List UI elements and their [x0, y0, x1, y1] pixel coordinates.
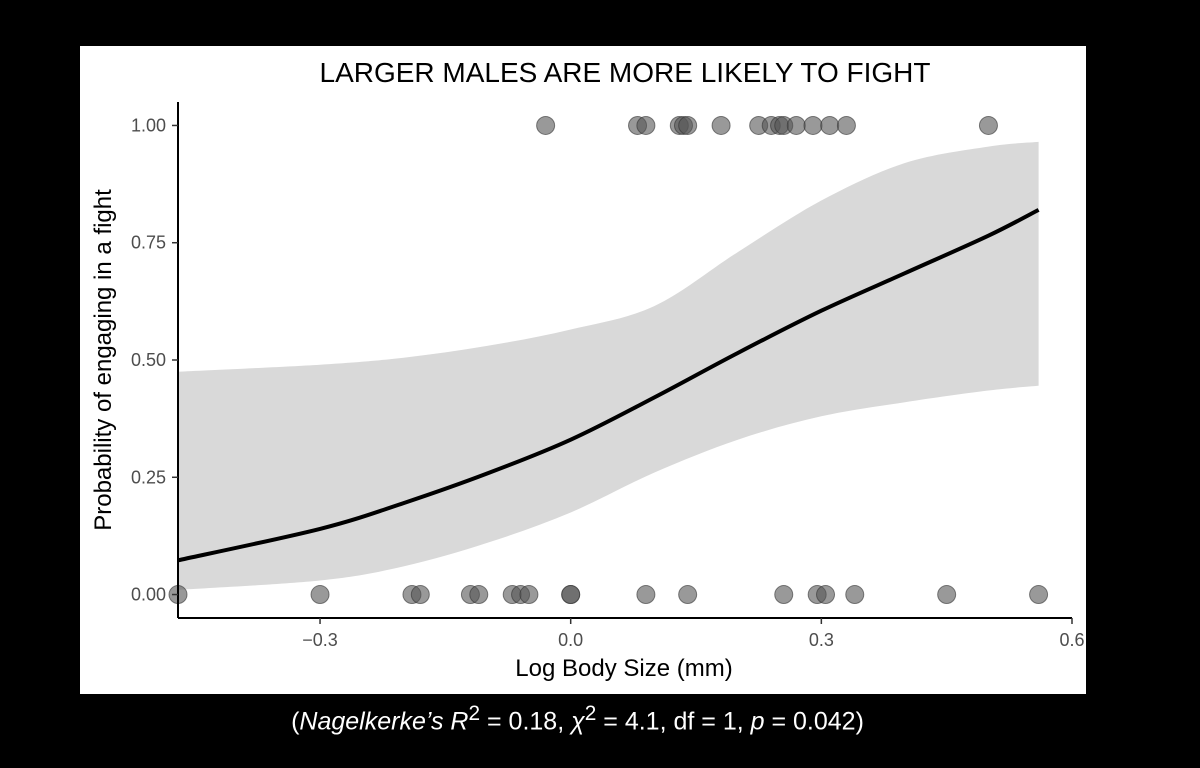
x-tick-label: 0.3: [809, 630, 834, 650]
point-fight: [820, 115, 840, 135]
point-fight: [786, 115, 806, 135]
point-no-fight: [774, 585, 794, 605]
point-no-fight: [519, 585, 539, 605]
y-tick-label: 0.00: [131, 585, 166, 605]
point-no-fight: [469, 585, 489, 605]
point-fight: [803, 115, 823, 135]
point-no-fight: [937, 585, 957, 605]
x-tick-label: −0.3: [302, 630, 338, 650]
stats-caption: (Nagelkerke’s R2 = 0.18, χ2 = 4.1, df = …: [0, 702, 1155, 736]
point-no-fight: [561, 585, 581, 605]
caption-r2-label: Nagelkerke’s R: [299, 707, 469, 736]
caption-chi-label: χ: [571, 707, 585, 736]
x-axis-label: Log Body Size (mm): [515, 655, 732, 682]
caption-p-label: p: [750, 707, 765, 736]
chart-title: LARGER MALES ARE MORE LIKELY TO FIGHT: [320, 57, 931, 88]
point-no-fight: [636, 585, 656, 605]
y-axis-label: Probability of engaging in a fight: [90, 189, 117, 531]
caption-p-value: = 0.042): [764, 707, 864, 736]
point-fight: [536, 115, 556, 135]
caption-chi-value: = 4.1, df = 1,: [596, 707, 751, 736]
point-fight: [678, 115, 698, 135]
fit-line: [177, 208, 1040, 563]
confidence-band: [178, 141, 1039, 590]
y-tick-label: 1.00: [131, 115, 166, 135]
point-fight: [836, 115, 856, 135]
point-no-fight: [816, 585, 836, 605]
axes-layer: −0.3 0.0 0.3 0.6 0.00 0.25 0.50 0.75 1.00: [131, 102, 1085, 650]
caption-chi-sup: 2: [584, 702, 597, 725]
point-fight: [711, 115, 731, 135]
x-tick-label: 0.0: [558, 630, 583, 650]
point-no-fight: [410, 585, 430, 605]
fit-line-layer: [177, 208, 1040, 563]
points-layer: [168, 115, 1049, 605]
y-tick-label: 0.25: [131, 467, 166, 487]
point-no-fight: [845, 585, 865, 605]
point-no-fight: [678, 585, 698, 605]
confidence-band-layer: [178, 141, 1039, 590]
point-fight: [978, 115, 998, 135]
caption-open: (: [291, 707, 300, 736]
caption-r2-value: = 0.18,: [480, 707, 572, 736]
x-tick-label: 0.6: [1059, 630, 1084, 650]
point-no-fight: [1029, 585, 1049, 605]
y-tick-label: 0.50: [131, 350, 166, 370]
point-no-fight: [310, 585, 330, 605]
caption-r2-sup: 2: [468, 702, 481, 725]
point-fight: [636, 115, 656, 135]
y-tick-label: 0.75: [131, 233, 166, 253]
